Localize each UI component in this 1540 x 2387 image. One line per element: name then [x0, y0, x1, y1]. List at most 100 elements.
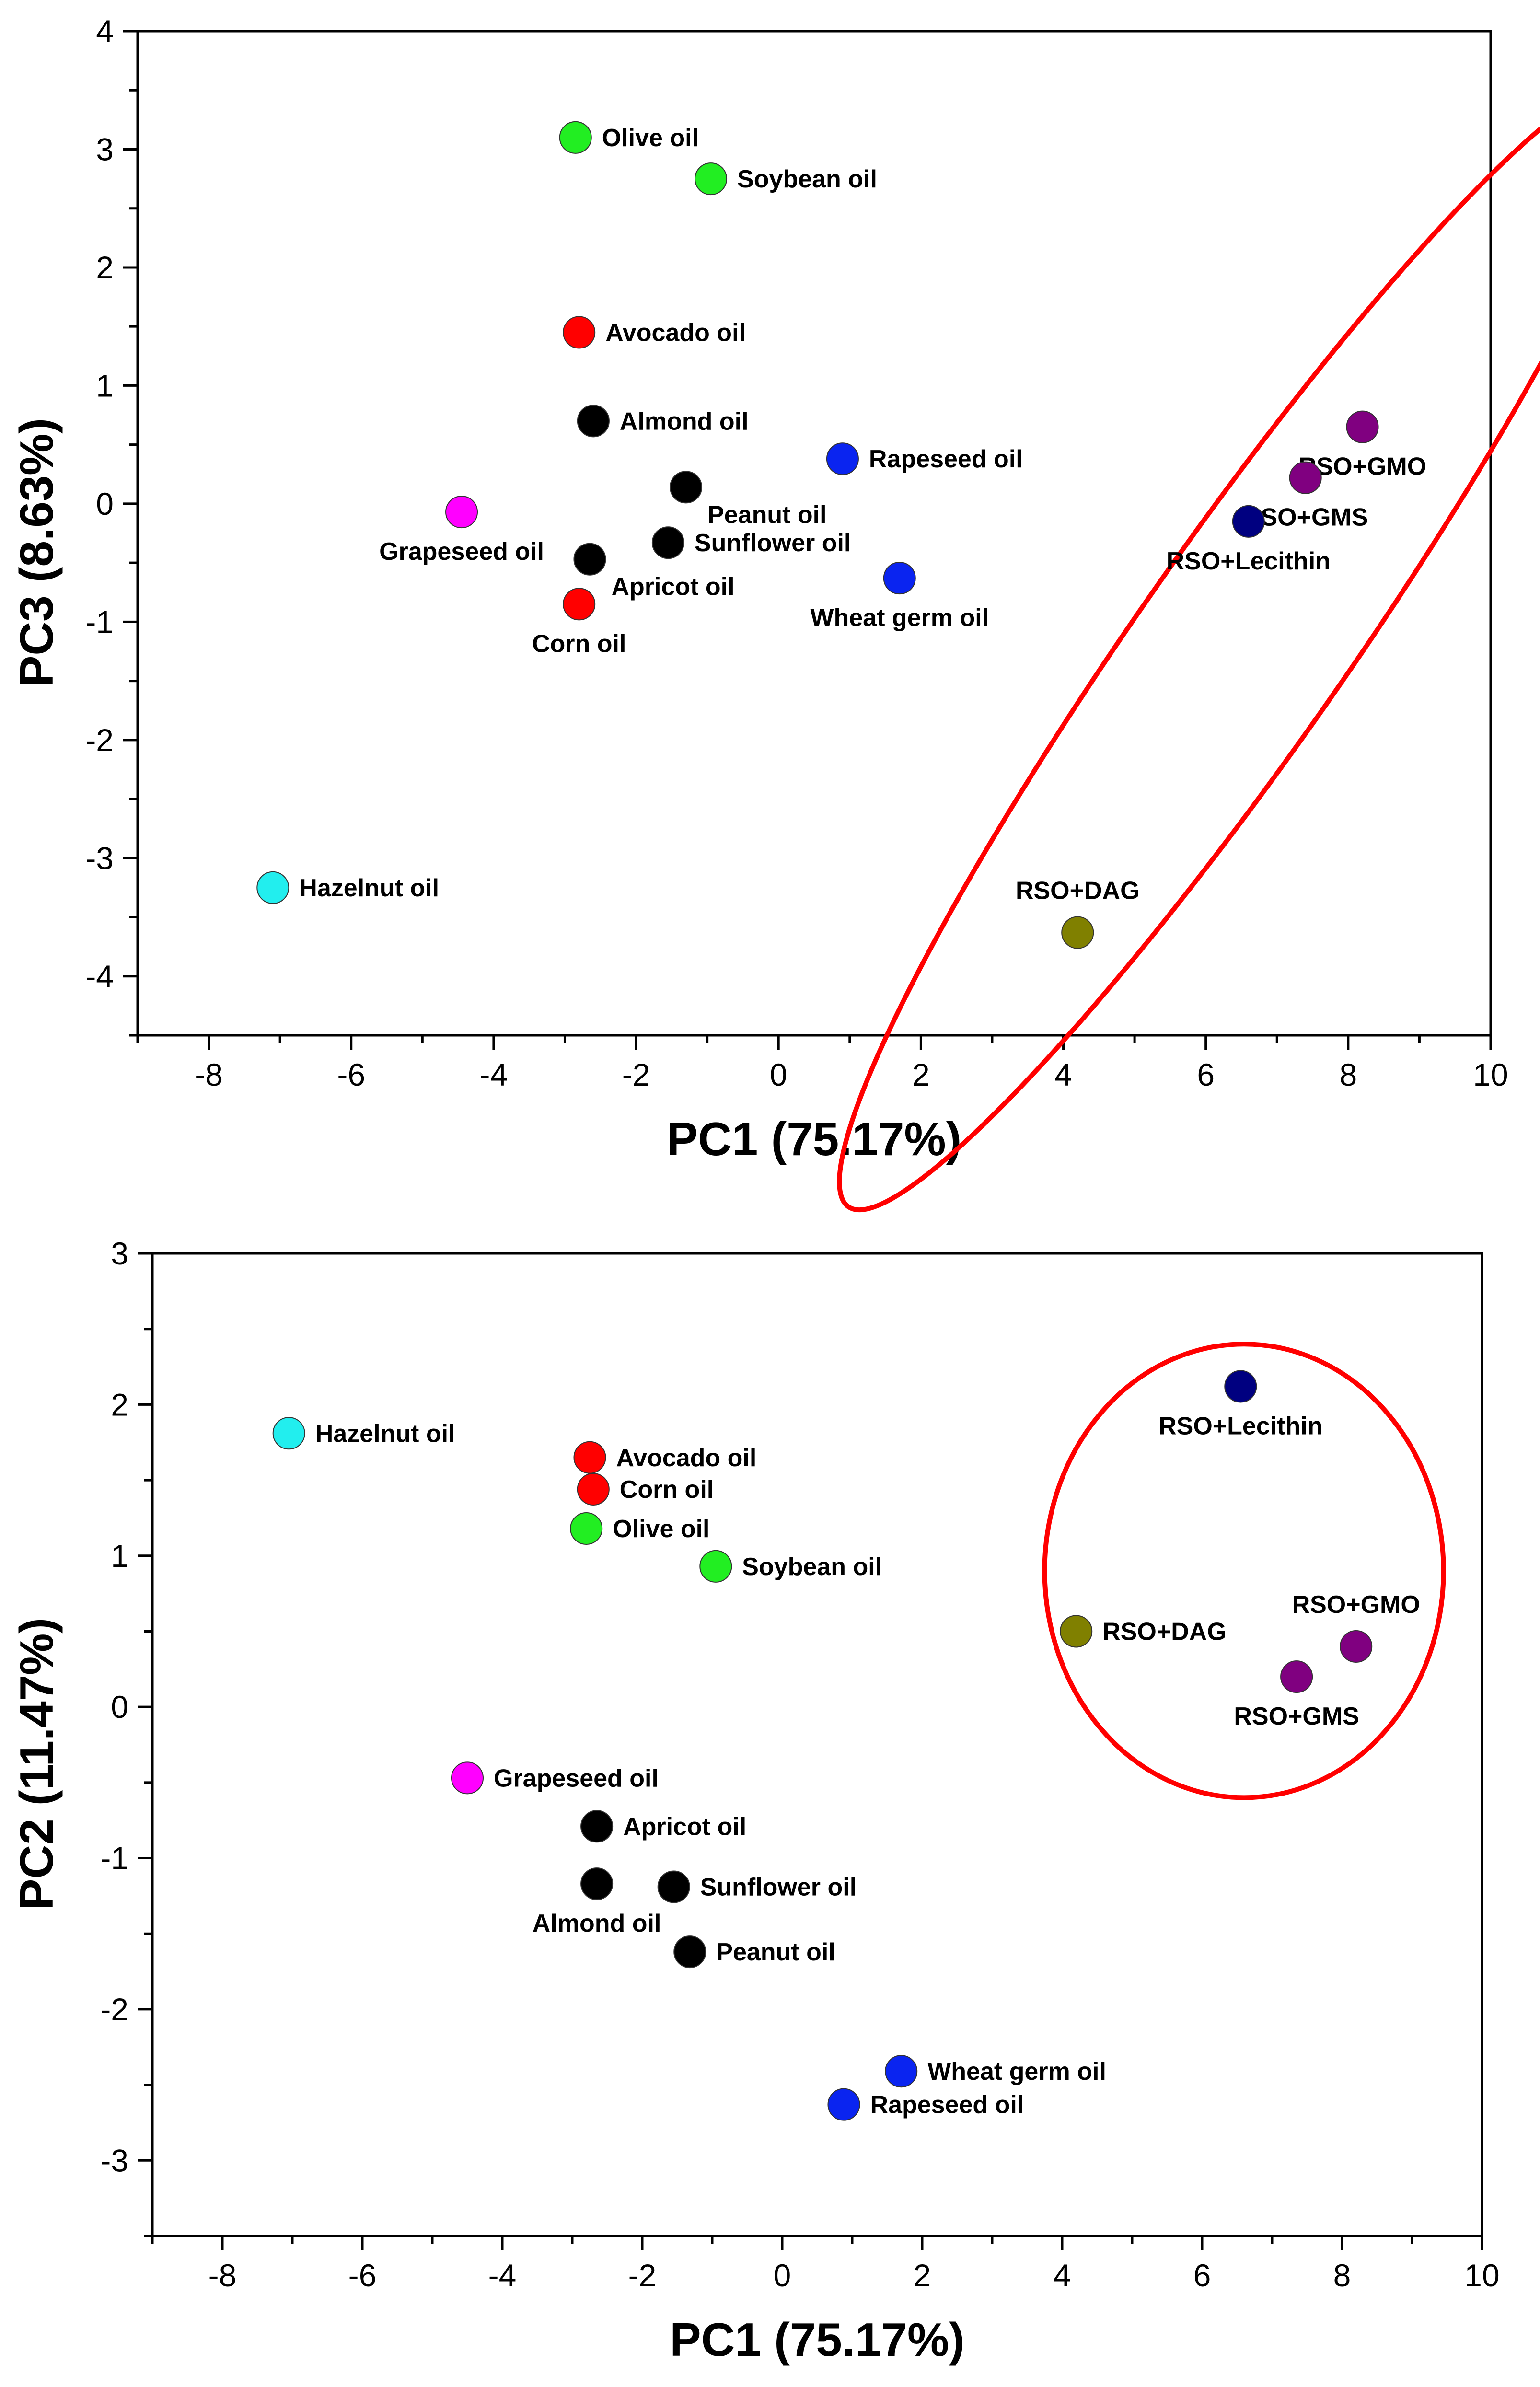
data-point-label: Peanut oil: [716, 1938, 835, 1966]
x-tick-label: -6: [337, 1057, 365, 1092]
data-point: [695, 162, 728, 196]
data-point-label: Soybean oil: [742, 1553, 882, 1581]
data-point: [883, 562, 916, 595]
data-point-label: Peanut oil: [707, 501, 826, 529]
data-point: [570, 1512, 603, 1545]
x-axis-title: PC1 (75.17%): [667, 1112, 962, 1165]
data-point: [577, 1473, 610, 1506]
data-point-label: Corn oil: [620, 1476, 714, 1504]
data-point-label: Apricot oil: [611, 573, 734, 601]
data-point-label: Almond oil: [620, 407, 749, 435]
data-point-label: Corn oil: [532, 630, 626, 658]
data-point-label: Grapeseed oil: [379, 538, 544, 566]
y-tick-label: -3: [100, 2143, 128, 2178]
data-point: [1346, 410, 1379, 443]
data-point: [563, 588, 596, 621]
data-point: [559, 121, 592, 154]
x-tick-label: -8: [195, 1057, 223, 1092]
data-point-label: Apricot oil: [623, 1813, 746, 1841]
data-point: [1289, 461, 1322, 494]
data-point: [1280, 1660, 1313, 1693]
y-tick-label: 1: [96, 368, 114, 403]
data-point: [256, 871, 289, 904]
y-tick-label: -1: [100, 1841, 128, 1876]
x-tick-label: 10: [1473, 1057, 1508, 1092]
data-point-label: RSO+GMO: [1292, 1591, 1420, 1619]
data-point-label: RSO+Lecithin: [1158, 1413, 1322, 1440]
data-point: [1061, 916, 1094, 949]
x-tick-label: -4: [480, 1057, 508, 1092]
x-tick-label: 2: [914, 2258, 931, 2293]
plot-frame: [151, 1252, 1483, 2237]
highlight-ellipse: [837, 79, 1540, 1213]
y-tick-label: -2: [100, 1992, 128, 2027]
x-tick-label: -8: [208, 2258, 237, 2293]
data-point: [272, 1417, 305, 1450]
y-tick-label: 2: [111, 1387, 128, 1422]
data-point: [445, 496, 478, 529]
data-point: [1224, 1370, 1257, 1403]
x-tick-label: 0: [770, 1057, 787, 1092]
data-point-label: Wheat germ oil: [927, 2058, 1106, 2086]
y-tick-label: 4: [96, 13, 114, 49]
data-point-label: Hazelnut oil: [315, 1420, 455, 1448]
y-tick-label: -2: [85, 722, 114, 758]
x-tick-label: 2: [912, 1057, 930, 1092]
x-tick-label: -4: [488, 2258, 517, 2293]
data-point: [573, 1441, 606, 1474]
plot-frame: [136, 30, 1492, 1037]
data-point-label: Avocado oil: [616, 1444, 757, 1472]
y-tick-label: -3: [85, 840, 114, 876]
y-tick-label: -1: [85, 604, 114, 639]
data-point-label: Sunflower oil: [700, 1873, 857, 1901]
data-point-label: Avocado oil: [605, 319, 746, 347]
data-point: [580, 1810, 614, 1843]
data-point-label: RSO+DAG: [1016, 877, 1140, 905]
data-point-label: RSO+DAG: [1102, 1618, 1227, 1645]
data-point-label: Almond oil: [533, 1910, 661, 1937]
x-tick-label: 8: [1339, 1057, 1357, 1092]
data-point-label: Soybean oil: [737, 165, 877, 193]
y-tick-label: 3: [111, 1236, 128, 1271]
y-tick-label: 1: [111, 1538, 128, 1574]
highlight-ellipse: [1042, 1342, 1446, 1800]
data-point-label: RSO+Lecithin: [1167, 547, 1331, 575]
data-point-label: Wheat germ oil: [810, 604, 989, 632]
data-point: [573, 543, 606, 576]
y-axis-title: PC2 (11.47%): [10, 1618, 63, 1910]
data-point: [580, 1867, 614, 1900]
data-point-label: Rapeseed oil: [869, 445, 1023, 473]
data-point-label: RSO+GMS: [1234, 1703, 1359, 1730]
x-tick-label: 10: [1464, 2258, 1499, 2293]
data-point-label: Grapeseed oil: [494, 1764, 659, 1792]
data-point: [670, 471, 703, 504]
x-tick-label: -2: [622, 1057, 650, 1092]
x-axis-title: PC1 (75.17%): [670, 2313, 965, 2366]
x-tick-label: -2: [628, 2258, 657, 2293]
y-axis-title: PC3 (8.63%): [10, 418, 63, 687]
y-tick-label: 0: [111, 1689, 128, 1725]
data-point-label: Sunflower oil: [695, 529, 851, 557]
data-point: [826, 442, 859, 475]
x-tick-label: -6: [348, 2258, 377, 2293]
data-point: [673, 1935, 706, 1969]
data-point: [1060, 1615, 1093, 1648]
data-point: [1232, 505, 1265, 538]
data-point: [451, 1761, 484, 1795]
data-point: [657, 1870, 690, 1903]
y-tick-label: 2: [96, 250, 114, 285]
data-point-label: Rapeseed oil: [870, 2091, 1024, 2119]
data-point: [1340, 1630, 1373, 1663]
x-tick-label: 6: [1197, 1057, 1215, 1092]
data-point-label: Hazelnut oil: [299, 874, 439, 902]
x-tick-label: 6: [1193, 2258, 1211, 2293]
data-point: [699, 1550, 732, 1583]
x-tick-label: 4: [1054, 2258, 1071, 2293]
x-tick-label: 0: [774, 2258, 791, 2293]
data-point-label: Olive oil: [602, 124, 699, 152]
data-point: [563, 316, 596, 349]
data-point: [577, 405, 610, 438]
data-point: [827, 2088, 860, 2121]
